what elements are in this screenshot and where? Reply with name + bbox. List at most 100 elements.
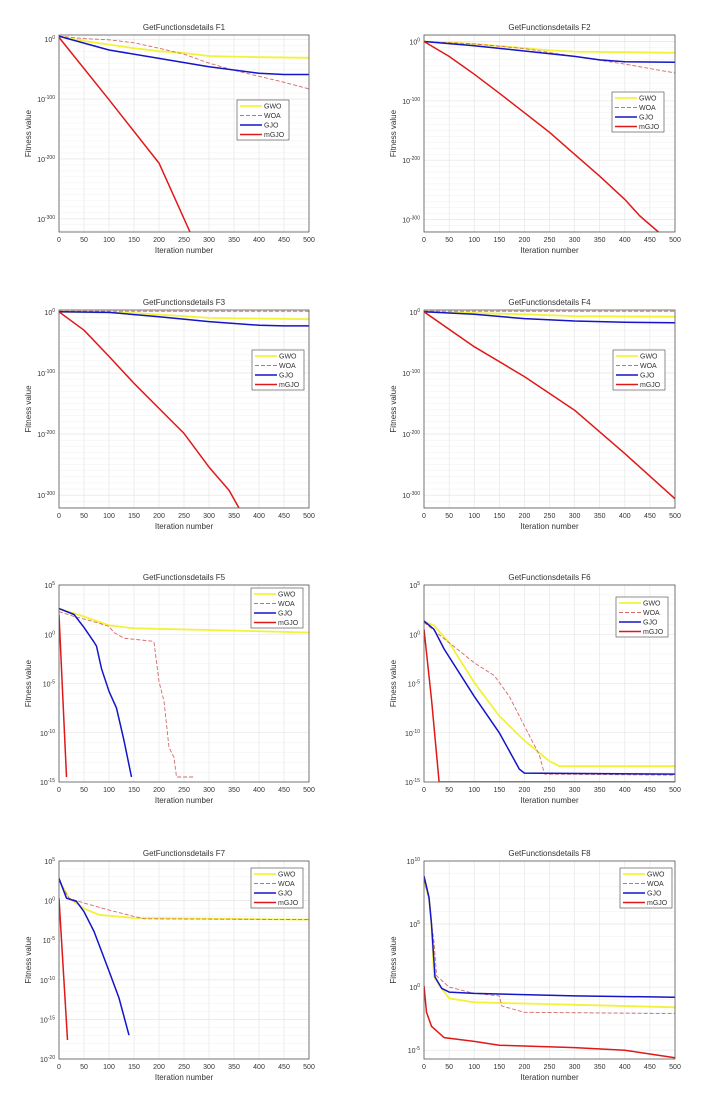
x-tick-label: 350	[594, 1064, 606, 1071]
legend-label: GJO	[264, 123, 279, 130]
series-group	[424, 40, 675, 232]
x-tick-label: 200	[519, 237, 531, 244]
y-tick-label: 105	[409, 581, 420, 590]
y-tick-label: 105	[409, 920, 420, 929]
series-line-gjo	[59, 607, 133, 778]
series-line-woa	[59, 880, 309, 921]
subplot-4: 0 50 100 150 200 250 300 350 400 450 500 100 10-100 1…	[389, 298, 681, 531]
legend: GWO WOA GJO mGJO	[619, 867, 673, 909]
series-group	[424, 620, 675, 782]
x-tick-label: 450	[644, 1064, 656, 1071]
y-tick-label: 10-5	[408, 1046, 420, 1055]
legend-label: mGJO	[264, 132, 285, 139]
x-tick-label: 0	[57, 1064, 61, 1071]
y-axis-label: Fitness value	[24, 109, 33, 157]
legend-label: GJO	[643, 620, 658, 627]
legend-label: GJO	[647, 891, 662, 898]
y-tick-label: 100	[409, 308, 420, 317]
y-axis-label: Fitness value	[389, 385, 398, 433]
x-tick-label: 150	[493, 237, 505, 244]
x-tick-label: 450	[278, 513, 290, 520]
legend-label: GWO	[264, 104, 282, 111]
x-tick-label: 250	[544, 513, 556, 520]
series-group	[424, 310, 675, 500]
x-tick-label: 200	[153, 237, 165, 244]
y-tick-label: 10-10	[405, 729, 420, 738]
x-axis-label: Iteration number	[520, 522, 579, 531]
legend-label: GWO	[278, 592, 296, 599]
x-tick-label: 400	[253, 237, 265, 244]
x-tick-label: 250	[178, 237, 190, 244]
x-tick-label: 300	[203, 513, 215, 520]
y-tick-label: 10-200	[37, 155, 55, 164]
legend-label: mGJO	[278, 900, 299, 907]
legend-label: GWO	[639, 96, 657, 103]
x-tick-label: 500	[669, 513, 681, 520]
y-tick-label: 10-300	[402, 216, 420, 225]
series-line-mgjo	[424, 40, 659, 232]
y-tick-label: 10-15	[40, 1015, 55, 1024]
series-line-mgjo	[424, 629, 675, 782]
series-line-gwo	[424, 310, 675, 318]
x-tick-label: 150	[128, 237, 140, 244]
x-tick-label: 350	[228, 237, 240, 244]
x-tick-label: 450	[278, 1064, 290, 1071]
y-axis-label: Fitness value	[24, 936, 33, 984]
legend-label: GJO	[279, 373, 294, 380]
x-tick-label: 200	[153, 513, 165, 520]
y-tick-label: 10-15	[405, 778, 420, 787]
series-line-mgjo	[59, 614, 68, 778]
x-tick-label: 100	[103, 237, 115, 244]
x-tick-label: 100	[103, 1064, 115, 1071]
y-tick-label: 1010	[407, 857, 421, 866]
subplot-1: 0 50 100 150 200 250 300 350 400 450 500 100 10-100 1…	[24, 23, 315, 255]
series-line-mgjo	[59, 36, 191, 232]
x-axis-label: Iteration number	[520, 1073, 579, 1082]
axes-box	[423, 309, 676, 509]
series-line-gjo	[59, 35, 309, 76]
x-tick-label: 150	[128, 1064, 140, 1071]
x-tick-label: 250	[178, 787, 190, 794]
x-tick-label: 50	[445, 1064, 453, 1071]
series-line-woa	[59, 35, 309, 90]
y-tick-label: 10-15	[40, 778, 55, 787]
legend-box	[250, 587, 304, 629]
subplot-3: 0 50 100 150 200 250 300 350 400 450 500 100 10-100 1…	[24, 298, 315, 531]
x-tick-label: 0	[422, 1064, 426, 1071]
series-line-gwo	[59, 35, 309, 59]
y-tick-label: 10-5	[408, 680, 420, 689]
y-tick-label: 10-300	[37, 215, 55, 224]
x-tick-label: 450	[278, 237, 290, 244]
series-group	[59, 607, 309, 778]
series-line-mgjo	[424, 985, 675, 1059]
y-tick-label: 100	[409, 38, 420, 47]
x-tick-label: 150	[128, 787, 140, 794]
series-line-mgjo	[59, 898, 69, 1041]
x-tick-label: 150	[493, 513, 505, 520]
y-tick-label: 100	[44, 308, 55, 317]
x-tick-label: 350	[594, 237, 606, 244]
x-tick-label: 0	[422, 513, 426, 520]
x-tick-label: 450	[644, 513, 656, 520]
series-line-gwo	[424, 621, 675, 768]
series-line-gwo	[59, 879, 309, 921]
chart-title: GetFunctionsdetails F6	[508, 573, 591, 582]
x-tick-label: 0	[422, 237, 426, 244]
x-tick-label: 250	[544, 1064, 556, 1071]
legend-label: WOA	[639, 105, 656, 112]
y-tick-label: 100	[44, 897, 55, 906]
y-tick-label: 10-200	[37, 430, 55, 439]
series-line-gjo	[424, 311, 675, 324]
x-tick-label: 100	[103, 513, 115, 520]
series-line-gjo	[59, 311, 309, 327]
x-tick-label: 500	[303, 787, 315, 794]
x-tick-label: 450	[278, 787, 290, 794]
x-tick-label: 350	[594, 513, 606, 520]
chart-title: GetFunctionsdetails F7	[143, 849, 226, 858]
x-tick-label: 300	[203, 1064, 215, 1071]
legend-label: GJO	[640, 373, 655, 380]
x-tick-label: 450	[644, 787, 656, 794]
y-tick-label: 105	[44, 581, 55, 590]
y-tick-label: 10-10	[40, 729, 55, 738]
x-tick-label: 200	[153, 787, 165, 794]
